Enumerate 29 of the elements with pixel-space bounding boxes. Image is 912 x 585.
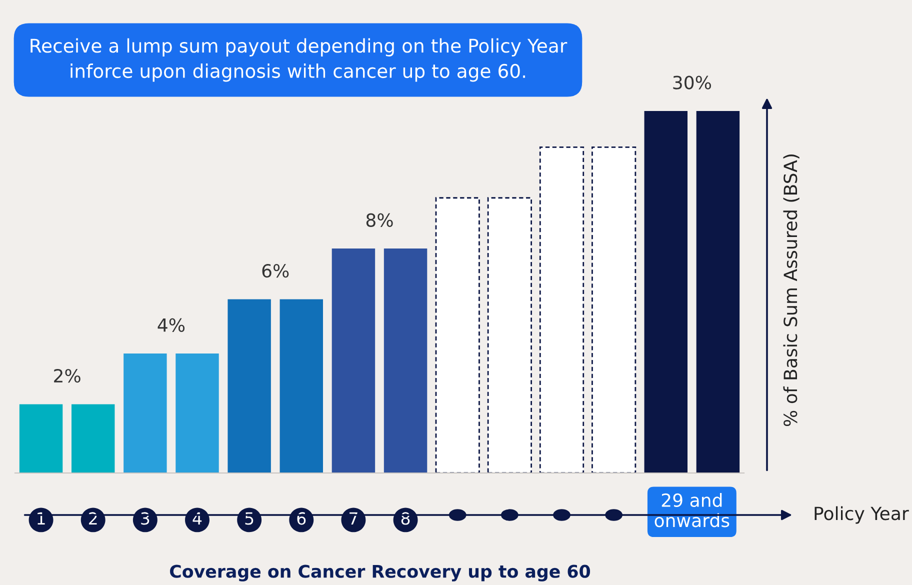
x-axis-title: Policy Year [814, 506, 909, 524]
bar [487, 197, 532, 473]
bar [19, 404, 63, 473]
annotation: 6% [262, 264, 289, 278]
annotation: 2% [54, 368, 80, 383]
bar [592, 146, 636, 473]
bar [539, 146, 584, 473]
annotation: 30% [673, 76, 711, 90]
x-tick-label: 1 [38, 512, 45, 525]
bar [332, 248, 376, 473]
bar [72, 404, 115, 473]
x-tick-label: 5 [245, 512, 254, 525]
x-tick-label: 3 [141, 512, 150, 525]
x-tick-label: 2 [89, 512, 97, 525]
bar [696, 111, 740, 473]
bar [124, 354, 167, 473]
x-tick-label: 6 [297, 512, 306, 525]
bar [280, 299, 323, 473]
bar [228, 299, 271, 473]
bar [384, 248, 428, 473]
bar [435, 197, 480, 473]
bar [644, 111, 688, 473]
chart-title: Receive a lump sum payout depending on the Policy Year inforce upon diagnosis with cancer up to age 60. [30, 38, 568, 82]
text: Coverage on Cancer Recovery up to age 60 [170, 564, 590, 582]
bar [176, 354, 219, 473]
annotation: 8% [366, 213, 393, 227]
annotation: 4% [158, 318, 185, 332]
y-axis-title: % of Basic Sum Assured (BSA) [783, 154, 800, 426]
x-tick-label: 29 and onwards [654, 493, 730, 528]
